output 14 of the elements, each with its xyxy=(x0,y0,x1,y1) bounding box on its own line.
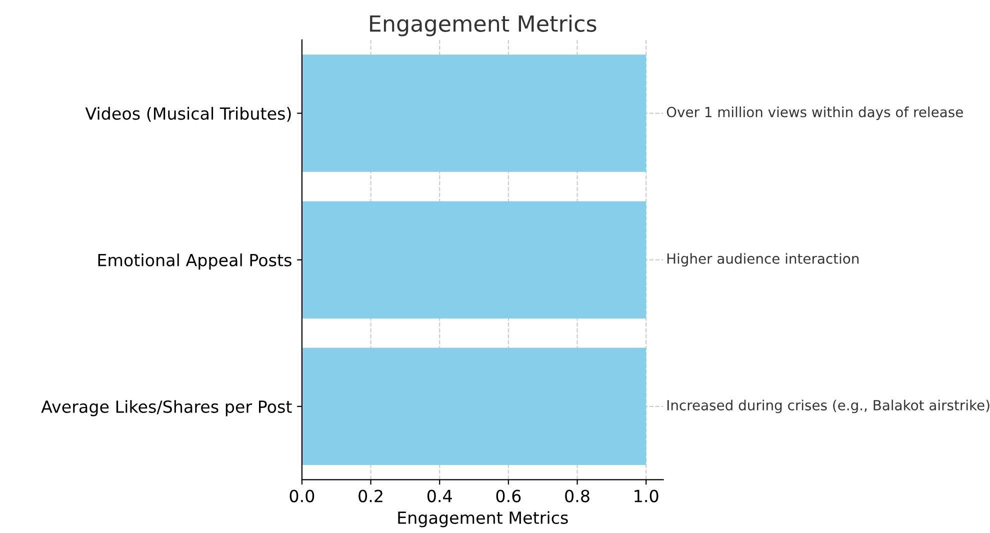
y-tick-label: Videos (Musical Tributes) xyxy=(85,106,291,122)
x-tick-label: 0.8 xyxy=(565,490,590,502)
x-tick-label: 0.2 xyxy=(358,490,382,502)
text: Increased during crises (e.g., Balakot airstrike) xyxy=(667,400,990,414)
text: Higher audience interaction xyxy=(667,253,859,267)
x-tick-label: 0.6 xyxy=(496,490,521,502)
chart-title: Engagement Metrics xyxy=(370,14,596,36)
x-axis-title: Engagement Metrics xyxy=(398,511,568,528)
y-tick-label: Emotional Appeal Posts xyxy=(98,254,292,270)
x-tick-label: 0.0 xyxy=(290,490,314,502)
x-tick-label: 0.4 xyxy=(427,490,452,502)
x-tick-label: 1.0 xyxy=(634,490,658,502)
y-tick-label: Average Likes/Shares per Post xyxy=(41,400,292,416)
text: Over 1 million views within days of release xyxy=(666,106,963,120)
